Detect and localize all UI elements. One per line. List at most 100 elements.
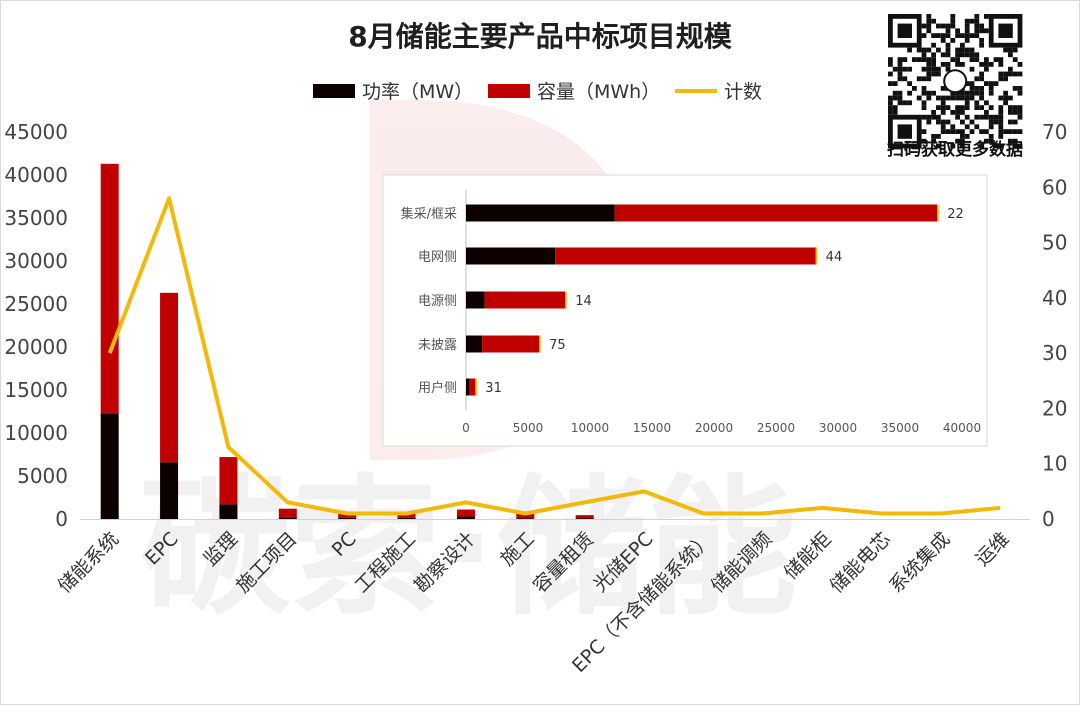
qr-module [940,62,946,67]
left-tick-label: 45000 [4,120,68,144]
qr-module [897,62,903,67]
qr-module [892,110,898,115]
qr-module [921,105,927,110]
qr-module [950,95,956,101]
qr-module [979,23,984,29]
inset-tick-label: 25000 [757,421,795,435]
qr-module [1017,62,1023,67]
qr-module [979,71,984,77]
qr-module [907,100,912,106]
qr-module [892,105,898,110]
qr-module [969,66,975,72]
qr-module [936,23,941,29]
bar-power [278,517,297,519]
chart-title: 8月储能主要产品中标项目规模 [348,20,732,53]
qr-module [969,57,975,62]
bar-capacity [516,512,535,519]
inset-category-label: 用户侧 [418,380,457,396]
qr-center-logo-icon [943,69,968,94]
qr-module [998,62,1004,67]
qr-module [964,95,970,101]
qr-module [960,52,965,58]
qr-module [945,42,951,48]
right-tick-label: 40 [1042,286,1067,310]
qr-module [964,38,970,43]
qr-module [940,110,946,115]
qr-module [1012,129,1018,134]
qr-module [1003,129,1008,134]
qr-module [888,62,893,67]
qr-module [926,66,932,72]
qr-module [945,105,951,110]
qr-module [888,100,893,106]
qr-module [945,23,951,29]
qr-module [984,129,989,134]
qr-module [1017,143,1023,149]
qr-module [964,23,970,29]
qr-module [1012,110,1018,115]
qr-module [1017,71,1023,77]
qr-module [984,114,989,120]
qr-module [940,52,946,58]
qr-module [945,28,951,34]
qr-module [931,42,936,48]
inset-data-label: 31 [485,381,502,396]
inset-category-label: 电网侧 [418,250,457,265]
qr-module [964,114,970,120]
inset-data-label: 44 [826,250,843,265]
qr-module [955,28,960,34]
qr-module [1008,129,1013,134]
qr-module [926,95,932,101]
inset-category-label: 集采/框采 [401,206,457,222]
qr-module [940,124,946,130]
left-tick-label: 25000 [4,292,68,316]
qr-module [984,138,989,144]
qr-module [955,114,960,120]
bar-capacity [160,292,179,463]
qr-module [907,47,912,53]
inset-bar-power [466,291,485,309]
qr-module [916,76,922,82]
qr-module [931,18,936,24]
inset-bar-capacity [484,291,566,309]
inset-bar-count-marker [815,247,818,265]
right-tick-label: 30 [1042,341,1067,365]
qr-module [950,129,956,134]
legend-label-capacity: 容量（MWh） [537,81,660,103]
inset-category-label: 电源侧 [418,294,457,309]
qr-module [964,100,970,106]
qr-module [964,28,970,34]
qr-module [974,14,980,19]
qr-module [940,23,946,29]
qr-module [988,86,994,91]
qr-module [969,33,975,38]
qr-module [921,100,927,106]
bar-capacity [397,513,416,518]
qr-module [964,81,970,86]
qr-module [979,105,984,110]
qr-module [936,134,941,139]
legend-swatch-power [313,84,355,98]
qr-module [912,57,917,62]
qr-module [897,57,903,62]
bar-power [575,518,594,519]
qr-module [888,71,893,77]
qr-module [897,66,903,72]
right-tick-label: 60 [1042,175,1067,199]
qr-finder-center [897,23,912,38]
qr-module [888,110,893,115]
qr-module [940,38,946,43]
bar-power [456,516,475,519]
qr-module [964,47,970,53]
qr-module [974,23,980,29]
qr-module [1012,86,1018,91]
qr-caption: 扫码获取更多数据 [887,139,1023,160]
qr-module [1003,76,1008,82]
qr-module [1012,105,1018,110]
inset-tick-label: 20000 [695,421,733,435]
qr-module [921,47,927,53]
qr-module [998,105,1004,110]
qr-module [940,33,946,38]
qr-module [950,124,956,130]
